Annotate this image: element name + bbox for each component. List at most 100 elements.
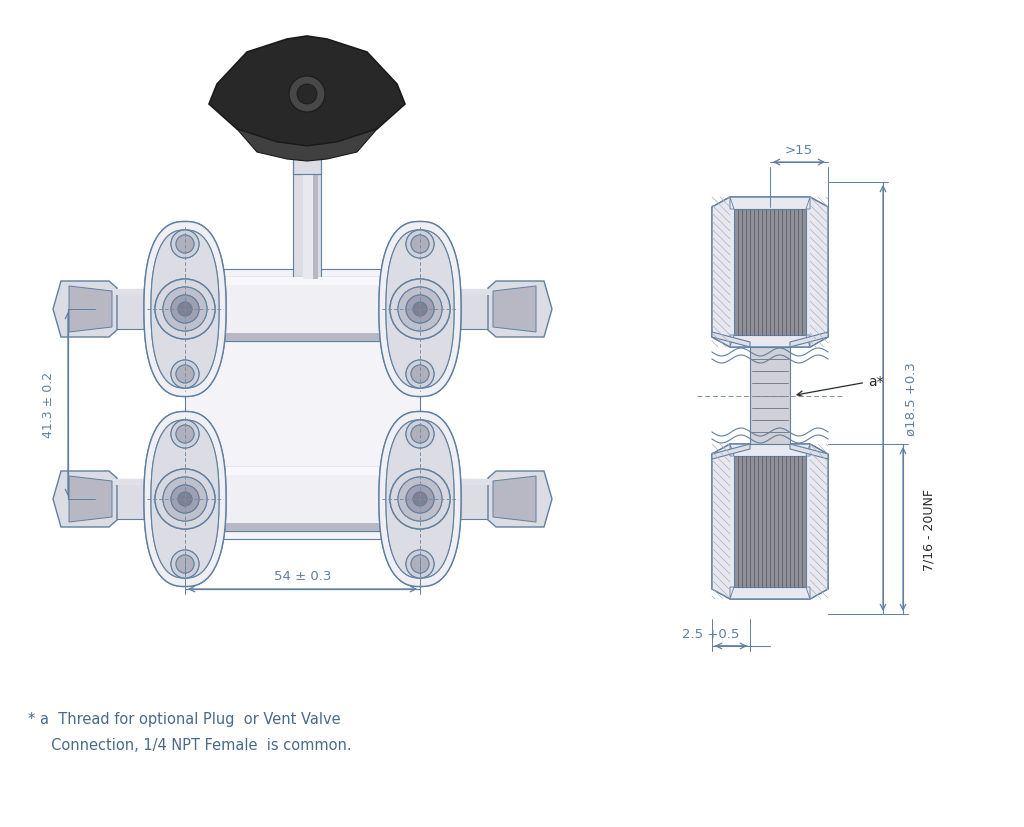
- Polygon shape: [730, 587, 734, 600]
- Polygon shape: [712, 198, 828, 347]
- Text: a*: a*: [797, 374, 884, 397]
- Bar: [165, 278, 440, 285]
- Polygon shape: [730, 336, 734, 347]
- Text: Connection, 1/4 NPT Female  is common.: Connection, 1/4 NPT Female is common.: [28, 737, 351, 752]
- Circle shape: [171, 420, 199, 448]
- Polygon shape: [151, 231, 219, 389]
- Circle shape: [411, 555, 429, 573]
- Circle shape: [390, 280, 450, 340]
- Circle shape: [398, 477, 442, 521]
- Circle shape: [289, 77, 325, 112]
- Circle shape: [163, 288, 207, 332]
- Bar: [165, 467, 440, 476]
- Circle shape: [176, 236, 194, 254]
- Circle shape: [171, 485, 199, 514]
- Polygon shape: [712, 444, 828, 600]
- Bar: [313, 174, 318, 280]
- Bar: [165, 278, 440, 285]
- Circle shape: [390, 280, 450, 340]
- Circle shape: [171, 361, 199, 389]
- Bar: [303, 174, 313, 280]
- Circle shape: [413, 303, 427, 317]
- Bar: [165, 278, 440, 342]
- Text: 2.5 +0.5: 2.5 +0.5: [682, 627, 739, 640]
- Text: 7/16 - 20UNF: 7/16 - 20UNF: [923, 489, 936, 571]
- Polygon shape: [151, 420, 219, 578]
- Polygon shape: [69, 476, 112, 523]
- Circle shape: [171, 550, 199, 578]
- Circle shape: [390, 470, 450, 529]
- Polygon shape: [488, 471, 552, 528]
- Circle shape: [178, 303, 193, 317]
- Polygon shape: [790, 444, 828, 460]
- Circle shape: [406, 231, 434, 259]
- Text: ø18.5 +0.3: ø18.5 +0.3: [904, 361, 918, 435]
- Circle shape: [411, 555, 429, 573]
- Circle shape: [155, 470, 215, 529]
- Circle shape: [411, 366, 429, 384]
- Circle shape: [171, 295, 199, 323]
- Bar: [165, 467, 440, 532]
- Bar: [420, 480, 520, 485]
- Circle shape: [163, 288, 207, 332]
- Circle shape: [176, 236, 194, 254]
- Circle shape: [398, 288, 442, 332]
- Circle shape: [297, 85, 317, 105]
- Polygon shape: [806, 444, 810, 457]
- Circle shape: [406, 420, 434, 448]
- Polygon shape: [730, 444, 734, 457]
- Bar: [85, 289, 185, 330]
- Bar: [165, 467, 440, 476]
- Polygon shape: [712, 332, 750, 347]
- Circle shape: [406, 361, 434, 389]
- Polygon shape: [806, 198, 810, 210]
- Circle shape: [406, 550, 434, 578]
- Circle shape: [406, 361, 434, 389]
- Circle shape: [171, 485, 199, 514]
- Text: 41.3 ± 0.2: 41.3 ± 0.2: [42, 371, 54, 437]
- Circle shape: [155, 280, 215, 340]
- Circle shape: [171, 420, 199, 448]
- Circle shape: [176, 425, 194, 443]
- Polygon shape: [144, 412, 226, 587]
- Polygon shape: [488, 282, 552, 337]
- Polygon shape: [144, 412, 226, 587]
- Circle shape: [411, 236, 429, 254]
- Bar: [750, 347, 790, 444]
- Circle shape: [171, 361, 199, 389]
- Circle shape: [406, 295, 434, 323]
- Bar: [85, 289, 185, 295]
- Polygon shape: [237, 130, 377, 162]
- Circle shape: [176, 555, 194, 573]
- Polygon shape: [712, 444, 750, 460]
- Polygon shape: [386, 420, 454, 578]
- Bar: [734, 457, 806, 587]
- Polygon shape: [151, 231, 219, 389]
- Bar: [734, 210, 806, 336]
- Circle shape: [411, 236, 429, 254]
- Polygon shape: [209, 37, 406, 147]
- Circle shape: [163, 477, 207, 521]
- Bar: [420, 480, 520, 519]
- Polygon shape: [151, 420, 219, 578]
- Circle shape: [176, 366, 194, 384]
- Bar: [165, 467, 440, 532]
- Bar: [85, 480, 185, 519]
- Circle shape: [406, 420, 434, 448]
- Bar: [185, 270, 420, 539]
- Circle shape: [398, 477, 442, 521]
- Text: 54 ± 0.3: 54 ± 0.3: [273, 569, 331, 582]
- Polygon shape: [790, 332, 828, 347]
- Polygon shape: [69, 287, 112, 332]
- Circle shape: [163, 477, 207, 521]
- Polygon shape: [386, 420, 454, 578]
- Bar: [293, 174, 321, 280]
- Polygon shape: [144, 222, 226, 397]
- Circle shape: [155, 280, 215, 340]
- Bar: [85, 480, 185, 485]
- Circle shape: [178, 492, 193, 506]
- Bar: [165, 523, 440, 532]
- Circle shape: [411, 425, 429, 443]
- Polygon shape: [806, 587, 810, 600]
- Bar: [165, 333, 440, 342]
